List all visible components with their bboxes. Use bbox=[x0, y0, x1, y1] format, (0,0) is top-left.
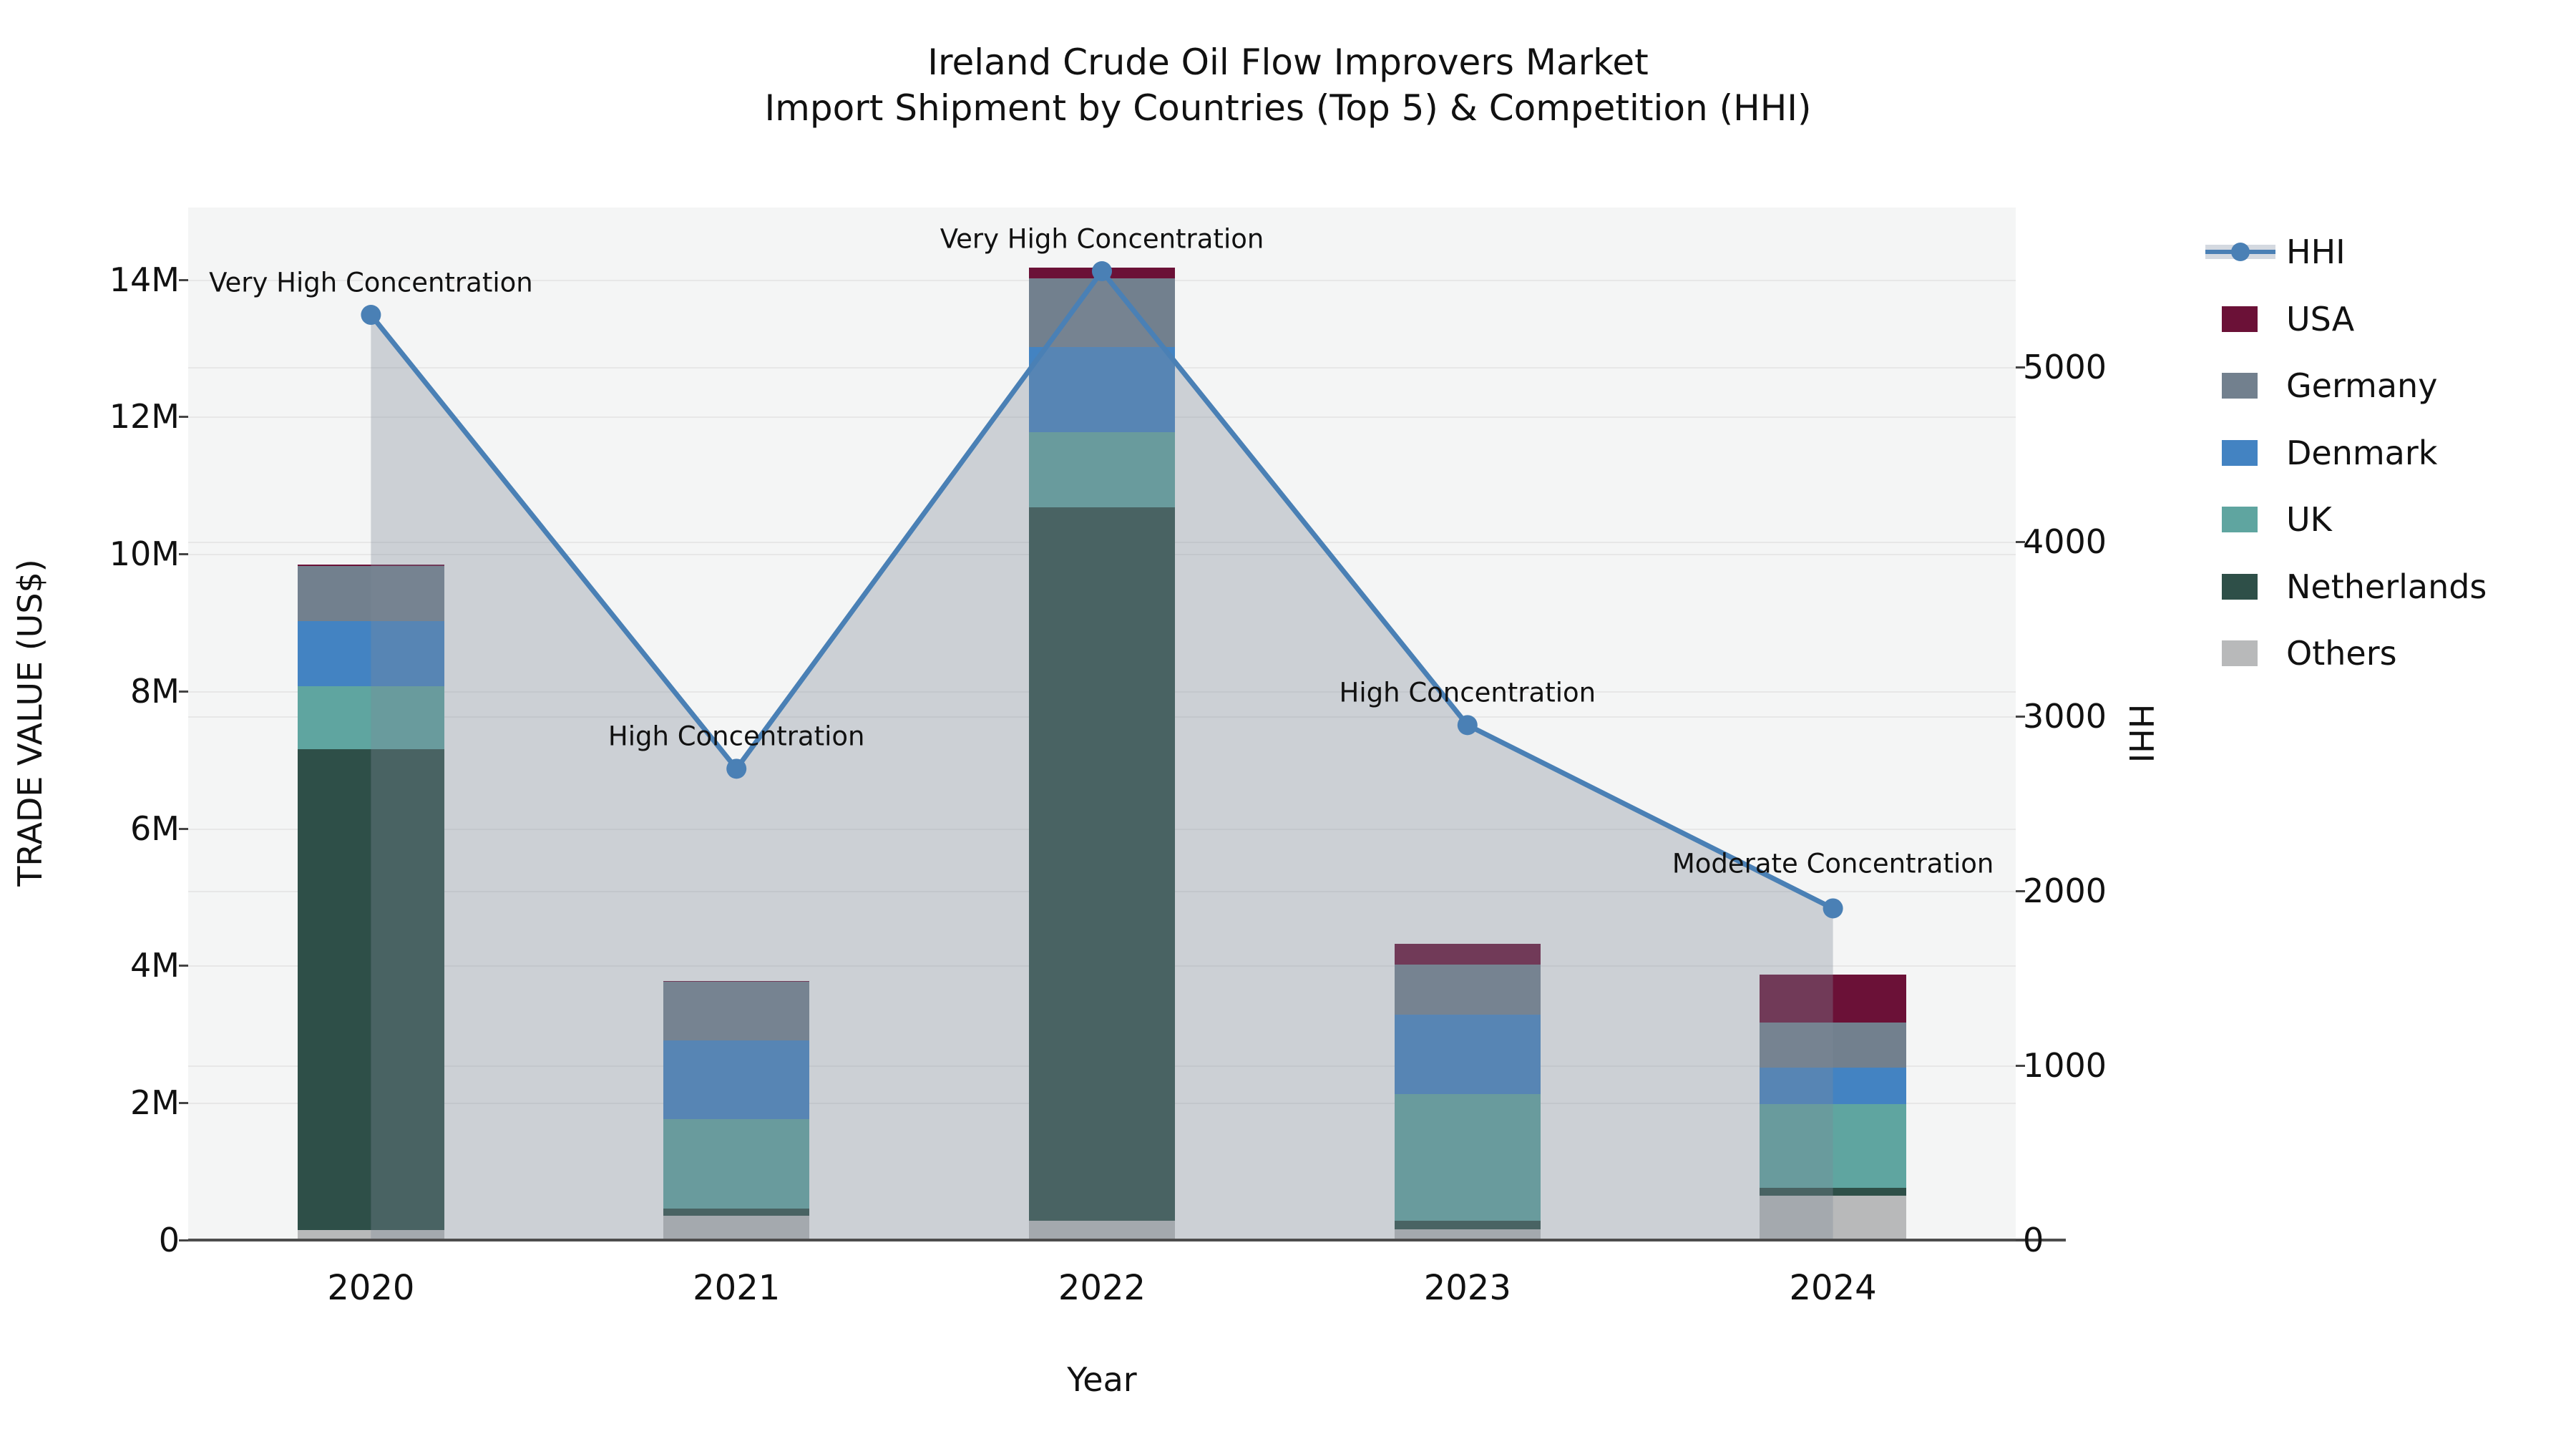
x-tick-label-2020: 2020 bbox=[327, 1268, 415, 1308]
y-left-tick-label: 2M bbox=[130, 1083, 180, 1123]
bar-segment-uk-2023 bbox=[1394, 1093, 1541, 1221]
bar-segment-uk-2022 bbox=[1028, 431, 1176, 507]
legend-swatch-netherlands bbox=[2222, 573, 2258, 600]
x-tick-label-2023: 2023 bbox=[1423, 1268, 1511, 1308]
annotation-2021: High Concentration bbox=[608, 721, 865, 752]
hhi-dot-2022 bbox=[1092, 261, 1112, 282]
bar-segment-uk-2024 bbox=[1760, 1104, 1906, 1189]
legend-item-hhi[interactable]: HHI bbox=[2205, 230, 2346, 273]
y-left-tick-label: 14M bbox=[109, 260, 180, 299]
x-tick-label-2021: 2021 bbox=[693, 1268, 781, 1308]
legend-hhi-dot bbox=[2231, 243, 2250, 261]
bar-segment-netherlands-2023 bbox=[1394, 1221, 1541, 1229]
bar-segment-denmark-2023 bbox=[1394, 1014, 1541, 1094]
legend-label-hhi: HHI bbox=[2286, 233, 2346, 271]
y-right-tick-label: 4000 bbox=[2023, 522, 2107, 562]
tick-mark bbox=[179, 690, 188, 693]
y-left-tick-label: 0 bbox=[158, 1221, 180, 1259]
legend-swatch-denmark bbox=[2222, 439, 2258, 466]
bar-segment-others-2020 bbox=[298, 1229, 444, 1240]
bar-segment-denmark-2024 bbox=[1760, 1068, 1906, 1105]
x-axis-title: Year bbox=[1067, 1360, 1137, 1399]
bar-segment-germany-2021 bbox=[663, 982, 810, 1040]
tick-mark bbox=[2016, 1065, 2025, 1068]
y-left-tick-label: 4M bbox=[130, 946, 180, 985]
y-left-axis-title: TRADE VALUE (US$) bbox=[11, 559, 49, 887]
legend-swatch-germany bbox=[2222, 373, 2258, 399]
bar-segment-netherlands-2020 bbox=[298, 749, 444, 1230]
y-left-tick-label: 8M bbox=[130, 671, 180, 711]
tick-mark bbox=[2016, 366, 2025, 369]
bar-segment-usa-2020 bbox=[298, 564, 444, 567]
tick-mark bbox=[179, 965, 188, 967]
annotation-2023: High Concentration bbox=[1339, 677, 1596, 708]
legend-label-netherlands: Netherlands bbox=[2286, 567, 2487, 606]
bar-segment-netherlands-2022 bbox=[1028, 507, 1176, 1221]
tick-mark bbox=[179, 827, 188, 830]
bar-segment-others-2024 bbox=[1760, 1195, 1906, 1240]
annotation-2024: Moderate Concentration bbox=[1672, 848, 1994, 879]
x-axis-line bbox=[188, 1239, 2066, 1241]
y-left-tick-label: 12M bbox=[109, 397, 180, 436]
bar-segment-others-2022 bbox=[1028, 1221, 1176, 1240]
tick-mark bbox=[179, 278, 188, 281]
bar-segment-uk-2020 bbox=[298, 686, 444, 750]
y-right-tick-label: 2000 bbox=[2023, 872, 2107, 911]
bar-segment-germany-2023 bbox=[1394, 964, 1541, 1015]
bar-segment-netherlands-2021 bbox=[663, 1208, 810, 1216]
tick-mark bbox=[179, 416, 188, 419]
legend-swatch-usa bbox=[2222, 306, 2258, 332]
bar-segment-usa-2024 bbox=[1760, 974, 1906, 1023]
x-tick-label-2022: 2022 bbox=[1058, 1268, 1146, 1308]
bar-segment-usa-2021 bbox=[663, 980, 810, 982]
legend-label-others: Others bbox=[2286, 634, 2397, 673]
legend-swatch-uk bbox=[2222, 507, 2258, 532]
annotation-2022: Very High Concentration bbox=[940, 223, 1264, 255]
legend-label-uk: UK bbox=[2286, 500, 2332, 539]
y-right-tick-label: 0 bbox=[2023, 1221, 2044, 1259]
chart-title-line1: Ireland Crude Oil Flow Improvers Market bbox=[927, 42, 1649, 83]
tick-mark bbox=[179, 553, 188, 556]
tick-mark bbox=[179, 1239, 188, 1241]
hhi-area-fill bbox=[371, 271, 1833, 1240]
bar-segment-germany-2020 bbox=[298, 566, 444, 622]
tick-mark bbox=[179, 1102, 188, 1105]
legend-hhi-line-swatch bbox=[2205, 243, 2275, 261]
bar-segment-netherlands-2024 bbox=[1760, 1188, 1906, 1196]
tick-mark bbox=[2016, 541, 2025, 544]
legend-label-germany: Germany bbox=[2286, 366, 2438, 405]
bar-segment-germany-2024 bbox=[1760, 1023, 1906, 1068]
y-left-tick-label: 10M bbox=[109, 535, 180, 574]
bar-segment-denmark-2022 bbox=[1028, 346, 1176, 432]
annotation-2020: Very High Concentration bbox=[209, 267, 533, 298]
bar-segment-others-2021 bbox=[663, 1216, 810, 1240]
hhi-dot-2020 bbox=[361, 305, 381, 326]
y-left-tick-label: 6M bbox=[130, 809, 180, 848]
plot-area bbox=[188, 208, 2016, 1240]
hhi-dot-2024 bbox=[1823, 898, 1843, 919]
bar-segment-denmark-2021 bbox=[663, 1040, 810, 1120]
tick-mark bbox=[2016, 1239, 2025, 1241]
x-tick-label-2024: 2024 bbox=[1789, 1268, 1877, 1308]
tick-mark bbox=[2016, 716, 2025, 718]
hhi-dot-2021 bbox=[726, 758, 747, 779]
tick-mark bbox=[2016, 890, 2025, 893]
hhi-dot-2023 bbox=[1457, 715, 1478, 736]
bar-segment-usa-2023 bbox=[1394, 943, 1541, 965]
y-right-tick-label: 1000 bbox=[2023, 1046, 2107, 1085]
chart-title-line2: Import Shipment by Countries (Top 5) & C… bbox=[764, 87, 1812, 129]
y-right-axis-title: HHI bbox=[2122, 703, 2160, 763]
legend-label-denmark: Denmark bbox=[2286, 433, 2438, 472]
bar-segment-uk-2021 bbox=[663, 1119, 810, 1209]
legend-label-usa: USA bbox=[2286, 299, 2355, 338]
y-right-tick-label: 3000 bbox=[2023, 697, 2107, 736]
bar-segment-others-2023 bbox=[1394, 1229, 1541, 1240]
legend-swatch-others bbox=[2222, 640, 2258, 666]
bar-segment-denmark-2020 bbox=[298, 621, 444, 687]
y-right-tick-label: 5000 bbox=[2023, 348, 2107, 387]
